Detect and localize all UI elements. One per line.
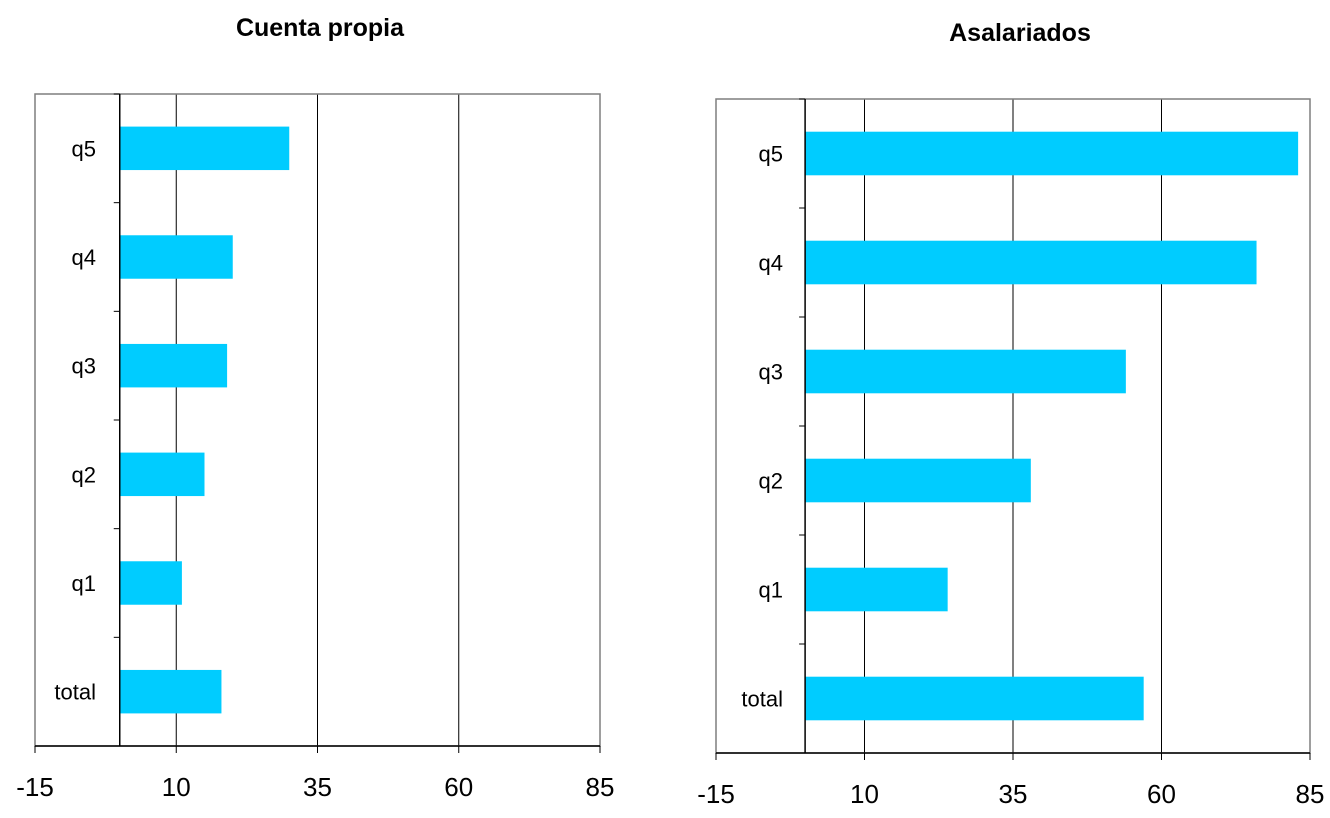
tick-label: 60 [1147,779,1176,809]
category-label-total: total [741,687,783,712]
tick-label: 10 [162,772,191,802]
bar-q2 [119,452,205,497]
category-label-q5: q5 [72,136,96,161]
category-label-total: total [54,680,96,705]
category-label-q5: q5 [759,142,783,167]
tick-label: -15 [697,779,735,809]
chart-asalariados: Asalariados total q1 q2 q3 q4 q5 -15 10 35 60 85 [697,19,1324,809]
category-label-q4: q4 [759,251,783,276]
chart-title: Cuenta propia [236,14,405,42]
bar-total [805,676,1144,721]
tick-label: -15 [16,772,54,802]
category-label-q2: q2 [72,462,96,487]
bar-q3 [805,349,1126,394]
bar-q3 [119,343,228,388]
bar-q4 [805,240,1257,285]
chart-title: Asalariados [949,19,1091,47]
category-label-q1: q1 [72,571,96,596]
tick-label: 85 [586,772,615,802]
tick-label: 60 [444,772,473,802]
category-label-q3: q3 [72,354,96,379]
tick-label: 85 [1296,779,1325,809]
tick-label: 35 [999,779,1028,809]
bar-total [119,669,222,714]
category-label-q1: q1 [759,578,783,603]
bar-q1 [805,567,948,612]
chart-cuenta-propia: Cuenta propia total q1 q2 q3 q4 q5 -15 10 35 60 85 [16,14,614,802]
tick-label: 10 [850,779,879,809]
bar-q2 [805,458,1031,503]
plot-area: total q1 q2 q3 q4 q5 -15 10 35 60 85 [16,93,615,802]
bar-q1 [119,561,182,605]
bar-q5 [119,126,290,171]
plot-area: total q1 q2 q3 q4 q5 -15 10 35 60 85 [697,98,1325,809]
bar-q5 [805,131,1299,176]
category-label-q2: q2 [759,469,783,494]
category-label-q3: q3 [759,360,783,385]
category-label-q4: q4 [72,245,96,270]
tick-label: 35 [303,772,332,802]
bar-q4 [119,235,233,279]
